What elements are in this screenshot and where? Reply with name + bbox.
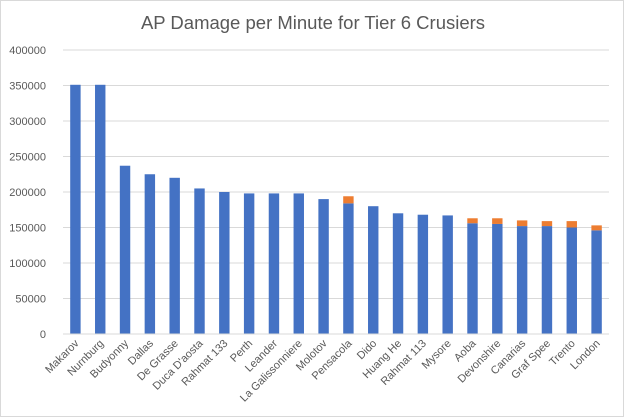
bar-segment-secondary <box>566 221 577 228</box>
bar-segment-primary <box>566 227 577 334</box>
bar-segment-primary <box>541 226 553 334</box>
bar-segment-primary <box>119 165 131 334</box>
bar-segment-secondary <box>591 225 602 231</box>
y-axis-ticks: 0 50000 100000 150000 200000 250000 300000 3500… <box>9 45 46 341</box>
bar-segment-primary <box>392 213 404 334</box>
bar-segment-secondary <box>467 218 478 224</box>
bar-segment-primary <box>318 199 329 334</box>
bar-segment-primary <box>144 174 156 334</box>
y-tick-label: 250000 <box>9 152 46 164</box>
bar-segment-primary <box>268 193 280 334</box>
bar-segment-primary <box>194 188 205 334</box>
bar-segment-secondary <box>541 221 553 227</box>
bar-segment-secondary <box>492 218 503 224</box>
bar-segment-primary <box>442 215 453 334</box>
y-tick-label: 350000 <box>9 81 46 93</box>
y-tick-label: 0 <box>40 329 46 341</box>
y-tick-label: 200000 <box>9 187 46 199</box>
y-tick-label: 50000 <box>15 294 46 306</box>
y-tick-label: 400000 <box>9 45 46 57</box>
bar-segment-primary <box>417 214 429 334</box>
bars <box>70 84 602 334</box>
bar-segment-primary <box>591 230 602 334</box>
bar-segment-primary <box>219 192 230 334</box>
bar-segment-primary <box>467 223 478 334</box>
y-tick-label: 100000 <box>9 258 46 270</box>
bar-segment-secondary <box>516 220 528 227</box>
y-tick-label: 150000 <box>9 223 46 235</box>
bar-segment-primary <box>343 203 354 334</box>
bar-segment-primary <box>492 223 503 334</box>
y-tick-label: 300000 <box>9 116 46 128</box>
bar-segment-primary <box>293 193 304 334</box>
bar-segment-secondary <box>343 196 354 204</box>
bar-segment-primary <box>169 177 180 334</box>
bar-segment-primary <box>516 226 528 334</box>
chart-title: AP Damage per Minute for Tier 6 Crusiers <box>141 12 485 33</box>
bar-segment-primary <box>243 193 255 334</box>
bar-segment-primary <box>95 84 106 334</box>
bar-segment-primary <box>70 84 81 334</box>
bar-segment-primary <box>368 206 379 334</box>
